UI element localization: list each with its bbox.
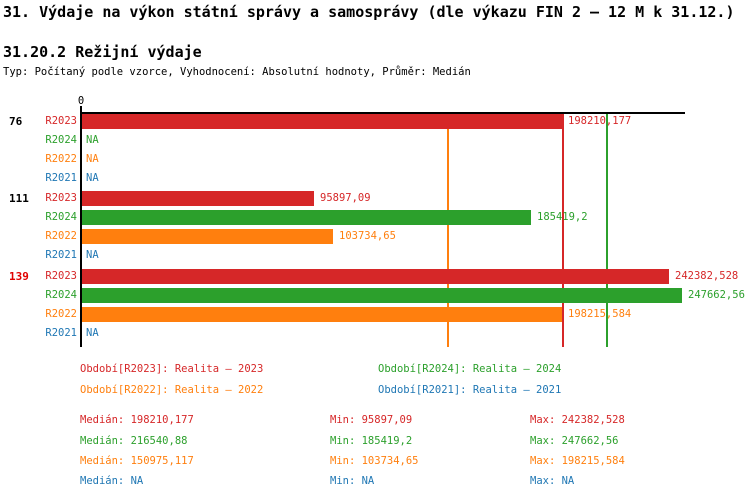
bar-na-label: NA: [86, 134, 99, 146]
stat-max-r2024: Max: 247662,56: [530, 435, 619, 447]
bar-139-r2023: [82, 269, 669, 284]
bar-111-r2023: [82, 191, 314, 206]
legend-item-r2022: Období[R2022]: Realita – 2022: [80, 384, 264, 396]
x-axis-zero-tick-label: 0: [77, 95, 85, 107]
legend-item-r2021: Období[R2021]: Realita – 2021: [378, 384, 562, 396]
bar-value-label: 185419,2: [537, 211, 588, 223]
bar-na-label: NA: [86, 327, 99, 339]
bar-value-label: 95897,09: [320, 192, 371, 204]
legend-item-r2024: Období[R2024]: Realita – 2024: [378, 363, 562, 375]
bar-value-label: 198210,177: [568, 115, 632, 127]
median-line-r2023: [562, 113, 564, 347]
stat-min-r2023: Min: 95897,09: [330, 414, 413, 426]
stat-min-r2022: Min: 103734,65: [330, 455, 419, 467]
stat-min-r2021: Min: NA: [330, 475, 375, 487]
report-meta-line: Typ: Počítaný podle vzorce, Vyhodnocení:…: [3, 66, 471, 78]
group-label-139: 139: [9, 270, 29, 283]
group-label-76: 76: [9, 115, 23, 128]
bar-na-label: NA: [86, 172, 99, 184]
median-line-r2024: [606, 113, 608, 347]
x-axis-line: [81, 112, 685, 114]
bar-na-label: NA: [86, 249, 99, 261]
bar-na-label: NA: [86, 153, 99, 165]
stat-median-r2022: Medián: 150975,117: [80, 455, 194, 467]
stat-max-r2022: Max: 198215,584: [530, 455, 625, 467]
series-row-label: R2023: [45, 192, 77, 204]
series-row-label: R2022: [45, 153, 77, 165]
series-row-label: R2024: [45, 134, 77, 146]
bar-111-r2024: [82, 210, 531, 225]
report-title: 31. Výdaje na výkon státní správy a samo…: [3, 3, 735, 21]
stat-median-r2024: Medián: 216540,88: [80, 435, 188, 447]
series-row-label: R2023: [45, 115, 77, 127]
section-title: 31.20.2 Režijní výdaje: [3, 43, 202, 61]
legend-item-r2023: Období[R2023]: Realita – 2023: [80, 363, 264, 375]
series-row-label: R2022: [45, 230, 77, 242]
series-row-label: R2024: [45, 211, 77, 223]
group-label-111: 111: [9, 192, 29, 205]
stat-max-r2021: Max: NA: [530, 475, 575, 487]
bar-111-r2022: [82, 229, 333, 244]
bar-value-label: 242382,528: [675, 270, 739, 282]
stat-median-r2023: Medián: 198210,177: [80, 414, 194, 426]
stat-max-r2023: Max: 242382,528: [530, 414, 625, 426]
series-row-label: R2022: [45, 308, 77, 320]
bar-value-label: 247662,56: [688, 289, 745, 301]
bar-value-label: 198215,584: [568, 308, 632, 320]
bar-139-r2024: [82, 288, 682, 303]
bar-139-r2022: [82, 307, 562, 322]
series-row-label: R2024: [45, 289, 77, 301]
series-row-label: R2023: [45, 270, 77, 282]
series-row-label: R2021: [45, 249, 77, 261]
bar-value-label: 103734,65: [339, 230, 396, 242]
series-row-label: R2021: [45, 172, 77, 184]
median-line-r2022: [447, 113, 449, 347]
stat-min-r2024: Min: 185419,2: [330, 435, 413, 447]
stat-median-r2021: Medián: NA: [80, 475, 144, 487]
bar-76-r2023: [82, 114, 562, 129]
y-axis-line: [80, 106, 82, 347]
series-row-label: R2021: [45, 327, 77, 339]
